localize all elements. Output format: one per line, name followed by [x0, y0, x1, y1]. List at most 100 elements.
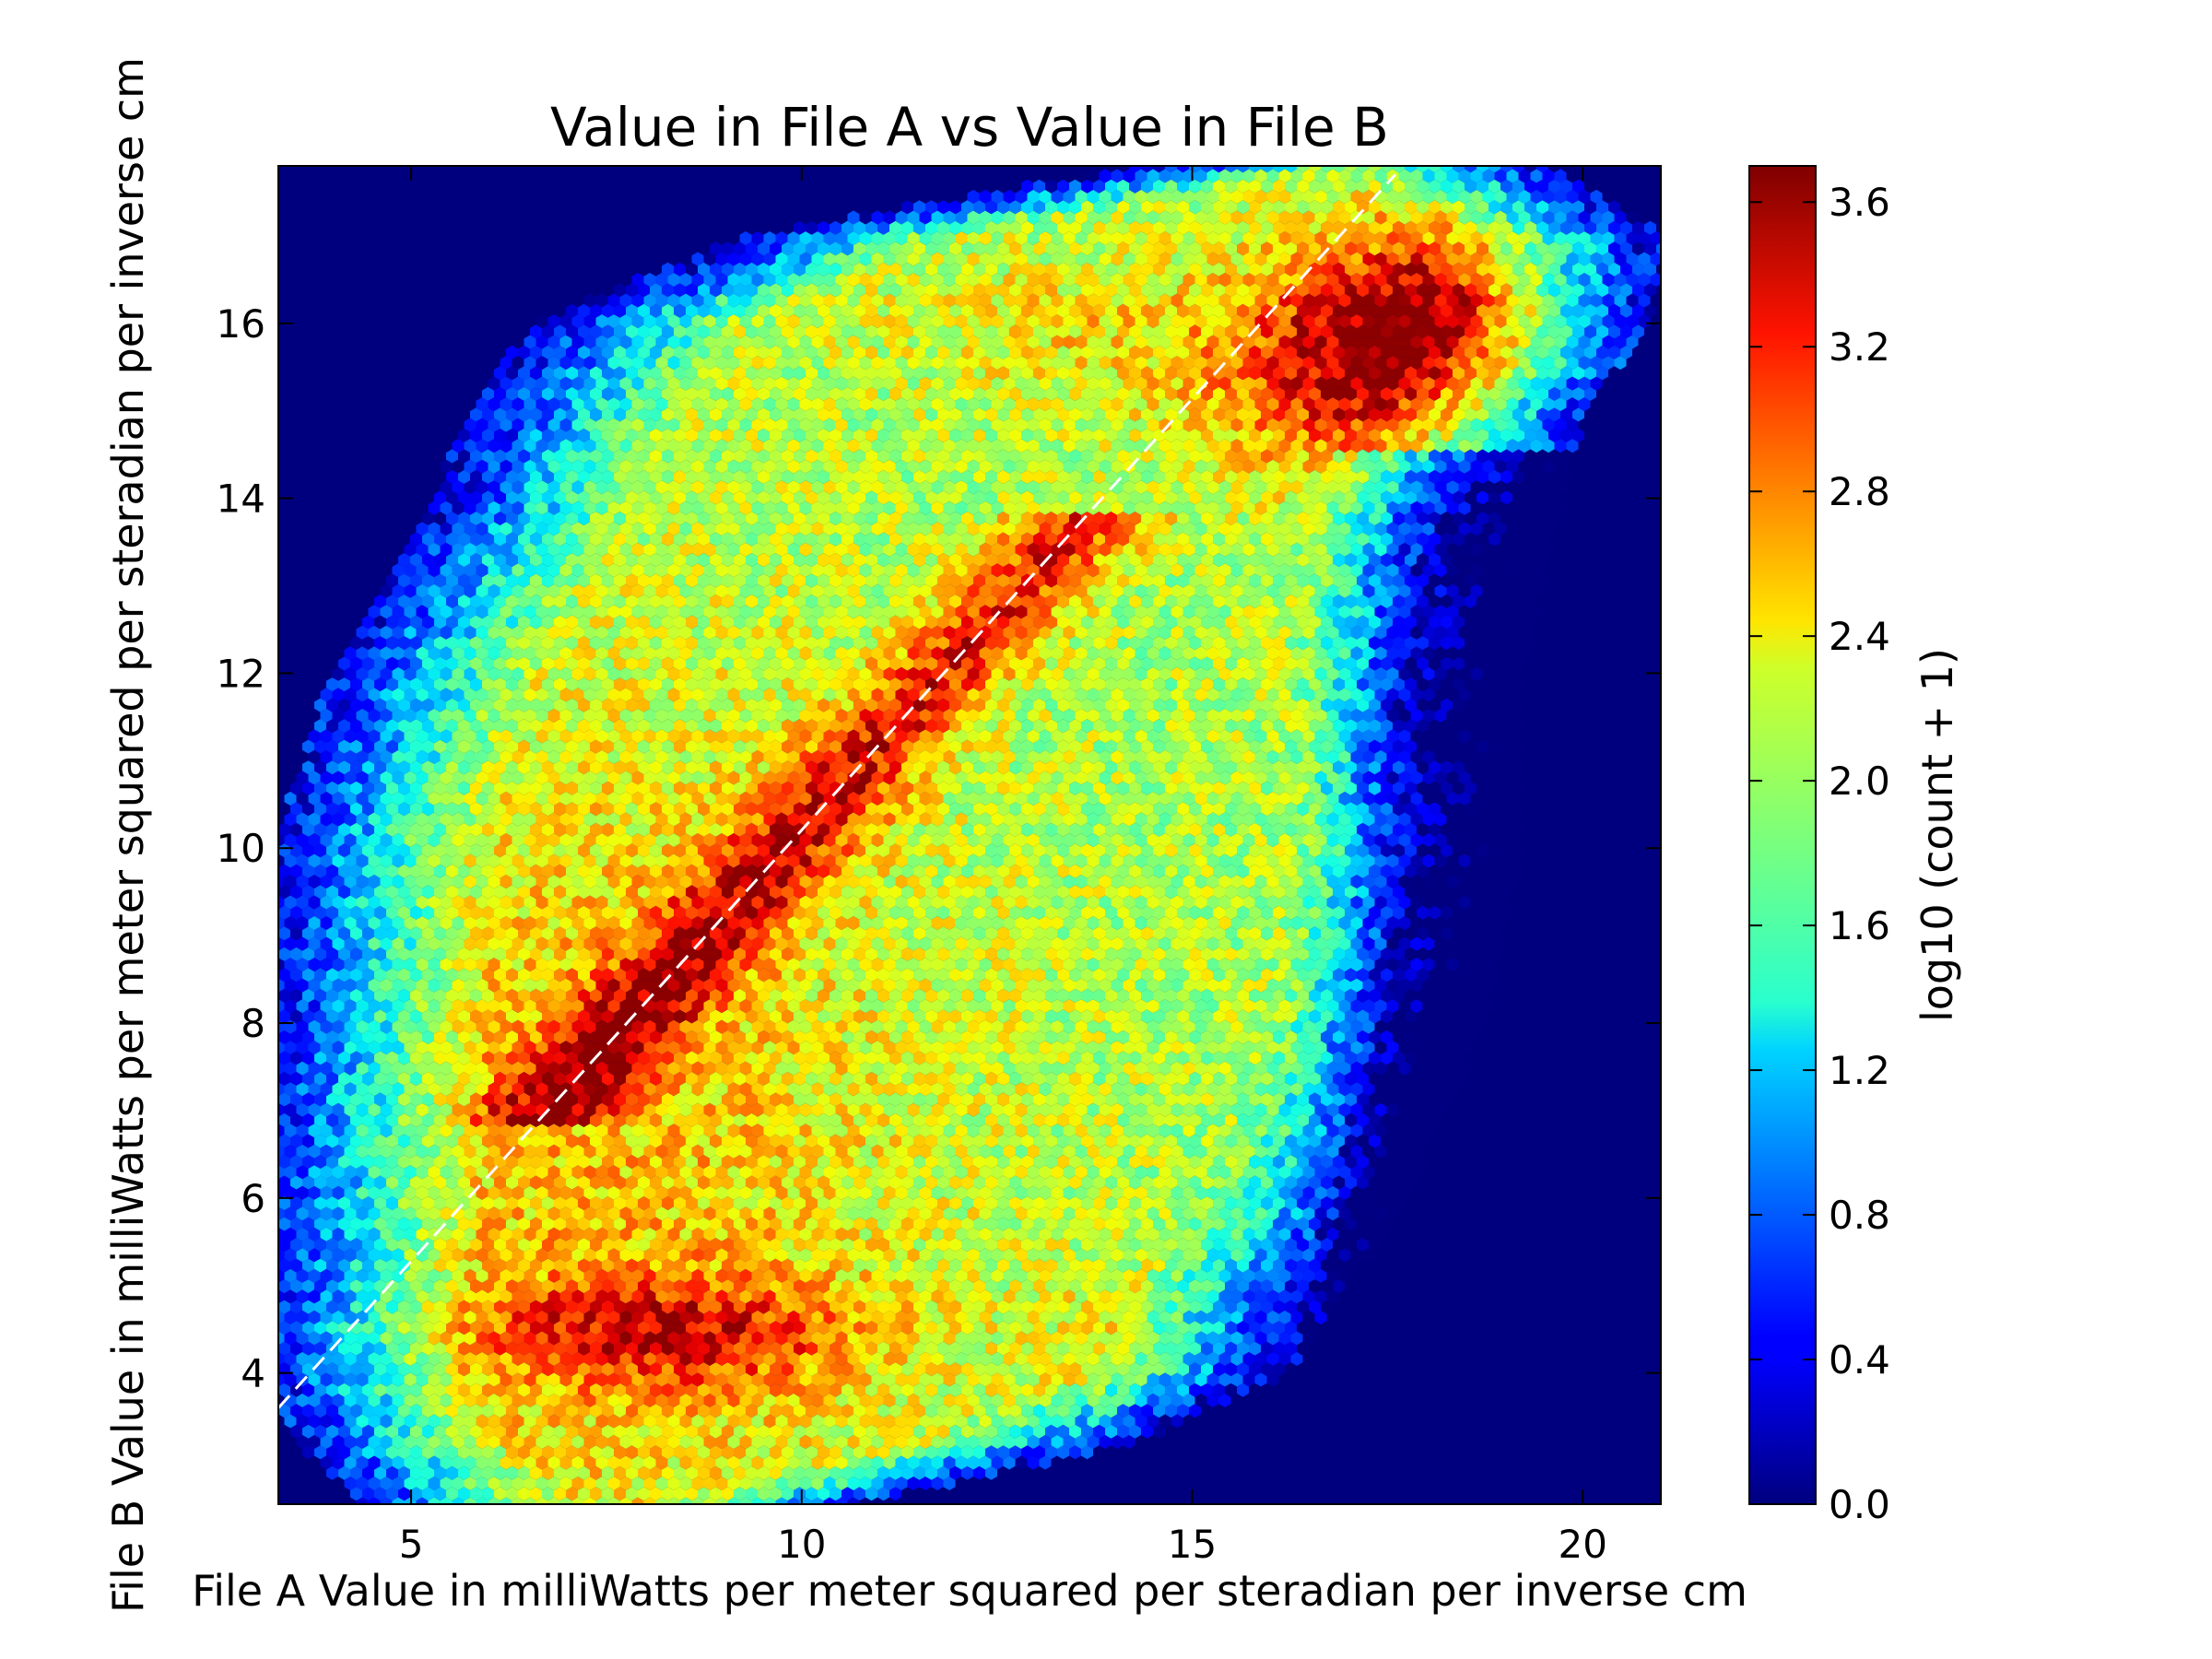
hexbin-cell: [643, 1393, 656, 1407]
hexbin-cell: [715, 1497, 728, 1504]
hexbin-cell: [314, 1445, 326, 1460]
hexbin-cell: [1075, 1414, 1088, 1429]
hexbin-cell: [997, 1424, 1009, 1439]
hexbin-cell: [674, 1404, 686, 1418]
hexbin-cell: [758, 1487, 770, 1501]
hexbin-cell: [470, 1424, 482, 1439]
hexbin-cell: [937, 1424, 949, 1439]
hexbin-cell: [841, 1445, 853, 1460]
hexbin-cell: [308, 1434, 321, 1449]
hexbin-cell: [440, 1455, 453, 1470]
hexbin-cell: [877, 1487, 889, 1501]
hexbin-cell: [434, 1487, 446, 1501]
hexbin-cell: [482, 1424, 494, 1439]
hexbin-cell: [794, 1445, 806, 1460]
hexbin-cell: [631, 1414, 644, 1429]
hexbin-cell: [542, 1465, 554, 1480]
hexbin-cell: [404, 1414, 417, 1429]
hexbin-cell: [835, 1497, 848, 1504]
hexbin-cell: [1129, 1424, 1141, 1439]
hexbin-cell: [488, 1455, 500, 1470]
hexbin-cell: [655, 1455, 668, 1470]
hexbin-cell: [386, 1465, 398, 1480]
hexbin-cell: [607, 1497, 620, 1504]
hexbin-cell: [1021, 1445, 1033, 1460]
hexbin-cell: [877, 1465, 889, 1480]
hexbin-cell: [1021, 1404, 1033, 1418]
hexbin-cell: [823, 1455, 836, 1470]
hexbin-cell: [614, 1445, 626, 1460]
hexbin-cell: [973, 1424, 985, 1439]
hexbin-cell: [434, 1465, 446, 1480]
hexbin-cell: [278, 1404, 290, 1418]
hexbin-cell: [847, 1497, 860, 1504]
hexbin-cell: [967, 1455, 980, 1470]
hexbin-cell: [428, 1497, 441, 1504]
hexbin-cell: [1057, 1404, 1069, 1418]
hexbin-cell: [835, 1477, 848, 1490]
hexbin-cell: [559, 1434, 572, 1449]
hexbin-cell: [973, 1404, 985, 1418]
hexbin-cell: [368, 1434, 381, 1449]
hexbin-cell: [722, 1404, 734, 1418]
hexbin-cell: [404, 1393, 417, 1407]
hexbin-cell: [943, 1434, 956, 1449]
hexbin-cell: [1087, 1434, 1100, 1449]
hexbin-cell: [877, 1404, 889, 1418]
hexbin-cell: [686, 1465, 698, 1480]
hexbin-cell: [643, 1497, 656, 1504]
hexbin-cell: [1069, 1445, 1081, 1460]
hexbin-cell: [727, 1477, 740, 1490]
hexbin-cell: [500, 1477, 512, 1490]
hexbin-cell: [302, 1404, 314, 1418]
hexbin-cell: [619, 1477, 632, 1490]
hexbin-cell: [955, 1455, 968, 1470]
hexbin-cell: [751, 1455, 764, 1470]
hexbin-cell: [374, 1404, 386, 1418]
hexbin-cell: [1009, 1424, 1021, 1439]
hexbin-cell: [416, 1477, 429, 1490]
hexbin-cell: [889, 1465, 901, 1480]
hexbin-cell: [979, 1455, 992, 1470]
hexbin-cell: [674, 1424, 686, 1439]
hexbin-cell: [698, 1465, 710, 1480]
hexbin-cell: [458, 1487, 470, 1501]
hexbin-cell: [907, 1455, 920, 1470]
hexbin-cell: [679, 1393, 692, 1407]
hexbin-cell: [758, 1404, 770, 1418]
hexbin-cell: [1147, 1414, 1159, 1429]
hexbin-cell: [997, 1445, 1009, 1460]
hexbin-cell: [985, 1445, 997, 1460]
hexbin-cell: [308, 1393, 321, 1407]
hexbin-cell: [404, 1434, 417, 1449]
hexbin-cell: [506, 1487, 518, 1501]
hexbin-cell: [1171, 1414, 1183, 1429]
hexbin-cell: [607, 1414, 620, 1429]
hexbin-cell: [416, 1393, 429, 1407]
hexbin-cell: [602, 1487, 614, 1501]
hexbin-cell: [841, 1487, 853, 1501]
hexbin-cell: [386, 1404, 398, 1418]
hexbin-cell: [440, 1497, 453, 1504]
hexbin-cell: [1081, 1445, 1093, 1460]
hexbin-cell: [895, 1414, 908, 1429]
hexbin-cell: [380, 1393, 393, 1407]
hexbin-cell: [1009, 1445, 1021, 1460]
hexbin-cell: [416, 1414, 429, 1429]
hexbin-cell: [350, 1465, 362, 1480]
hexbin-cell: [1003, 1414, 1016, 1429]
hexbin-cell: [380, 1477, 393, 1490]
hexbin-cell: [655, 1477, 668, 1490]
hexbin-cell: [643, 1414, 656, 1429]
hexbin-cell: [559, 1455, 572, 1470]
hexbin-cell: [494, 1445, 506, 1460]
hexbin-cell: [326, 1404, 338, 1418]
hexbin-cell: [871, 1434, 884, 1449]
hexbin-cell: [763, 1434, 776, 1449]
hexbin-cell: [662, 1445, 674, 1460]
hexbin-cell: [512, 1497, 524, 1504]
hexbin-cell: [703, 1455, 716, 1470]
hexbin-cell: [338, 1404, 350, 1418]
hexbin-cell: [787, 1477, 800, 1490]
hexbin-cell: [595, 1393, 608, 1407]
